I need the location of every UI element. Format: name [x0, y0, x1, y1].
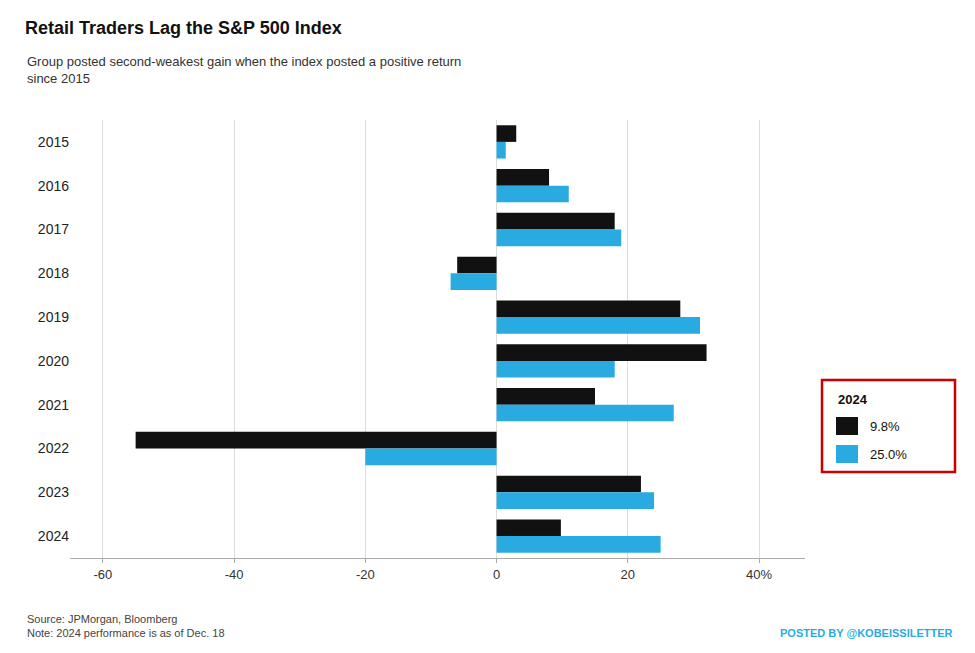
svg-text:9.8%: 9.8% — [870, 419, 900, 434]
svg-text:POSTED BY @KOBEISSILETTER: POSTED BY @KOBEISSILETTER — [780, 627, 953, 639]
svg-text:2017: 2017 — [38, 221, 69, 237]
svg-text:-60: -60 — [93, 567, 112, 582]
svg-text:2024: 2024 — [38, 528, 69, 544]
svg-text:25.0%: 25.0% — [870, 447, 907, 462]
svg-text:-20: -20 — [356, 567, 375, 582]
svg-text:40%: 40% — [746, 567, 772, 582]
svg-text:2024: 2024 — [838, 392, 868, 407]
svg-text:Retail Traders Lag the S&P 500: Retail Traders Lag the S&P 500 Index — [25, 18, 342, 38]
svg-text:20: 20 — [621, 567, 635, 582]
svg-text:0: 0 — [493, 567, 500, 582]
svg-text:Group posted second-weakest ga: Group posted second-weakest gain when th… — [27, 54, 461, 86]
svg-text:-40: -40 — [225, 567, 244, 582]
svg-text:2021: 2021 — [38, 397, 69, 413]
svg-text:2023: 2023 — [38, 484, 69, 500]
svg-text:2018: 2018 — [38, 265, 69, 281]
svg-text:2019: 2019 — [38, 309, 69, 325]
svg-text:2015: 2015 — [38, 134, 69, 150]
svg-text:Source: JPMorgan, BloombergNot: Source: JPMorgan, BloombergNote: 2024 pe… — [27, 613, 225, 639]
svg-text:2020: 2020 — [38, 353, 69, 369]
svg-text:2022: 2022 — [38, 440, 69, 456]
svg-text:2016: 2016 — [38, 178, 69, 194]
